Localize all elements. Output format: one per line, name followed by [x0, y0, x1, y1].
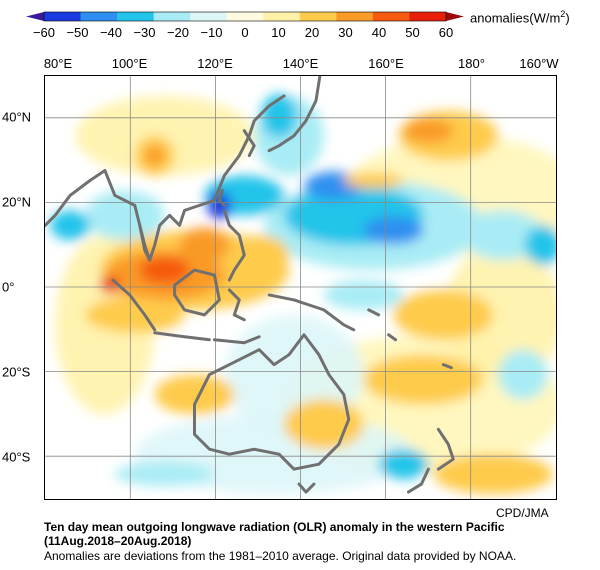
caption-period: (11Aug.2018–20Aug.2018) — [44, 534, 192, 548]
longitude-label: 80°E — [43, 56, 73, 71]
longitude-label: 160°W — [519, 56, 559, 71]
colorbar-tick-label: −50 — [66, 25, 89, 40]
colorbar-tick-label: 30 — [338, 25, 353, 40]
colorbar-tick-label: 10 — [271, 25, 286, 40]
latitude-label: 20°N — [2, 194, 32, 210]
longitude-label: 120°E — [197, 56, 233, 71]
colorbar-swatch — [80, 12, 118, 21]
colorbar-swatch — [409, 12, 447, 21]
caption-title: Ten day mean outgoing longwave radiation… — [44, 520, 505, 534]
colorbar-swatch — [153, 12, 191, 21]
colorbar-tick-label: 50 — [405, 25, 420, 40]
colorbar-tick-label: −40 — [99, 25, 123, 40]
longitude-label: 180° — [458, 56, 485, 71]
colorbar-swatch — [263, 12, 301, 21]
latitude-label: 0° — [2, 279, 15, 295]
colorbar-swatch — [299, 12, 337, 21]
colorbar-swatch — [336, 12, 374, 21]
colorbar-swatch — [226, 12, 264, 21]
colorbar-swatch — [372, 12, 410, 21]
colorbar-swatch — [44, 12, 82, 21]
latitude-label: 40°S — [2, 449, 31, 465]
colorbar-tick-label: −10 — [200, 25, 223, 40]
longitude-label: 100°E — [111, 56, 148, 71]
credit-label: CPD/JMA — [496, 506, 549, 520]
colorbar-tick-label: −30 — [133, 25, 156, 40]
olr-anomaly-map — [44, 75, 557, 500]
coastlines — [45, 76, 455, 494]
colorbar-tick-label: 60 — [438, 25, 454, 40]
colorbar-tick-label: 0 — [241, 25, 249, 40]
colorbar-swatch — [190, 12, 228, 21]
colorbar-max-arrow — [446, 12, 464, 21]
latitude-label: 40°N — [2, 109, 32, 125]
colorbar-tick-label: −60 — [32, 25, 56, 40]
colorbar-tick-label: 40 — [371, 25, 387, 40]
latitude-label: 20°S — [2, 364, 31, 380]
colorbar-min-arrow — [26, 12, 44, 21]
longitude-label: 160°E — [368, 56, 404, 71]
colorbar-swatch — [117, 12, 155, 21]
colorbar-tick-label: −20 — [166, 25, 190, 40]
longitude-label: 140°E — [282, 56, 319, 71]
caption-note: Anomalies are deviations from the 1981–2… — [44, 549, 517, 563]
colorbar-units: anomalies(W/m2) — [470, 9, 570, 26]
colorbar-tick-label: 20 — [304, 25, 320, 40]
colorbar — [26, 11, 464, 22]
